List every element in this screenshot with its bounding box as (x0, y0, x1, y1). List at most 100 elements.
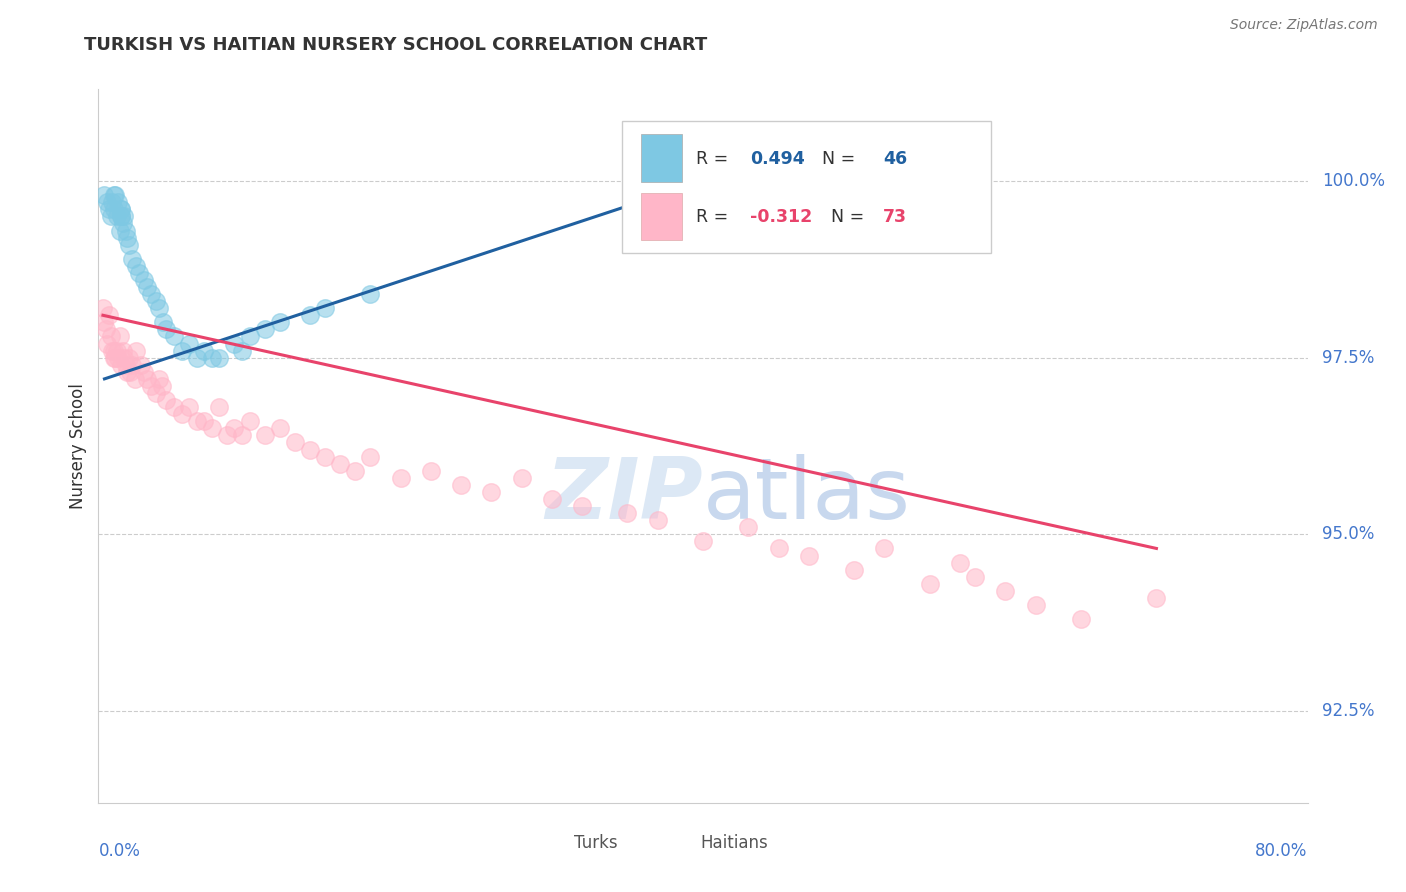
Point (141, 287, 163, 301)
Point (949, 556, 972, 570)
Point (150, 379, 173, 393)
Point (186, 351, 208, 365)
Point (105, 210, 128, 224)
Point (135, 372, 157, 386)
Point (540, 491, 562, 506)
FancyBboxPatch shape (538, 832, 568, 854)
Point (155, 322, 177, 336)
Point (239, 329, 262, 343)
Point (253, 322, 276, 336)
Point (128, 266, 150, 280)
Point (93, 188, 115, 202)
Point (215, 428, 238, 442)
Point (100, 210, 122, 224)
Point (186, 414, 208, 428)
Point (125, 343, 148, 358)
Point (145, 386, 167, 401)
Y-axis label: Nursery School: Nursery School (69, 383, 87, 509)
Point (98, 202, 121, 217)
Point (108, 223, 131, 237)
Text: N =: N = (820, 209, 870, 227)
Point (120, 365, 142, 379)
Point (115, 230, 138, 244)
Point (121, 358, 143, 372)
Point (253, 428, 276, 442)
Point (616, 506, 638, 520)
Point (269, 315, 291, 329)
Point (96, 336, 118, 351)
Text: 100.0%: 100.0% (1322, 172, 1385, 190)
Point (1024, 598, 1046, 612)
Text: N =: N = (811, 150, 860, 168)
Point (135, 280, 157, 294)
Point (110, 358, 132, 372)
Point (360, 450, 382, 464)
Text: 92.5%: 92.5% (1322, 702, 1375, 720)
Point (148, 372, 170, 386)
Point (692, 534, 714, 549)
Point (647, 513, 669, 527)
Point (118, 237, 141, 252)
Point (269, 421, 291, 435)
Point (114, 223, 136, 237)
Point (284, 435, 307, 450)
Text: atlas: atlas (703, 454, 911, 538)
Point (111, 343, 134, 358)
Point (104, 188, 127, 202)
Point (98, 308, 121, 322)
Text: Turks: Turks (574, 834, 617, 852)
Point (100, 329, 122, 343)
Point (101, 343, 124, 358)
Point (104, 351, 127, 365)
Point (314, 301, 336, 316)
Text: R =: R = (696, 150, 734, 168)
Point (96, 195, 118, 210)
Point (114, 358, 136, 372)
Point (231, 428, 253, 442)
Point (103, 351, 125, 365)
Point (193, 414, 215, 428)
Point (661, 174, 683, 188)
Point (115, 365, 138, 379)
Point (179, 336, 201, 351)
Point (873, 541, 896, 556)
Point (201, 421, 224, 435)
Point (101, 195, 124, 210)
Point (481, 484, 503, 499)
Point (118, 351, 141, 365)
Point (918, 576, 941, 591)
Point (110, 210, 132, 224)
Point (994, 583, 1017, 598)
Text: 73: 73 (883, 209, 907, 227)
Point (208, 351, 231, 365)
Point (170, 343, 193, 358)
Text: 80.0%: 80.0% (1256, 842, 1308, 860)
Point (110, 210, 132, 224)
Point (155, 393, 177, 408)
Point (94, 322, 117, 336)
Point (299, 442, 322, 457)
Point (105, 343, 128, 358)
FancyBboxPatch shape (641, 134, 682, 182)
Point (797, 549, 820, 563)
Point (510, 471, 533, 485)
Point (110, 202, 132, 217)
Point (768, 541, 790, 556)
Point (344, 464, 367, 478)
Text: ZIP: ZIP (546, 454, 703, 538)
Point (112, 351, 135, 365)
Point (179, 400, 201, 414)
FancyBboxPatch shape (641, 193, 682, 241)
Point (145, 294, 167, 309)
Point (103, 343, 125, 358)
Point (132, 273, 155, 287)
Point (121, 252, 143, 266)
Point (1070, 612, 1092, 626)
Point (450, 478, 472, 492)
Point (124, 372, 146, 386)
Point (1146, 591, 1168, 605)
Point (965, 570, 987, 584)
Point (231, 343, 253, 358)
Text: 0.494: 0.494 (751, 150, 804, 168)
Text: Haitians: Haitians (700, 834, 768, 852)
